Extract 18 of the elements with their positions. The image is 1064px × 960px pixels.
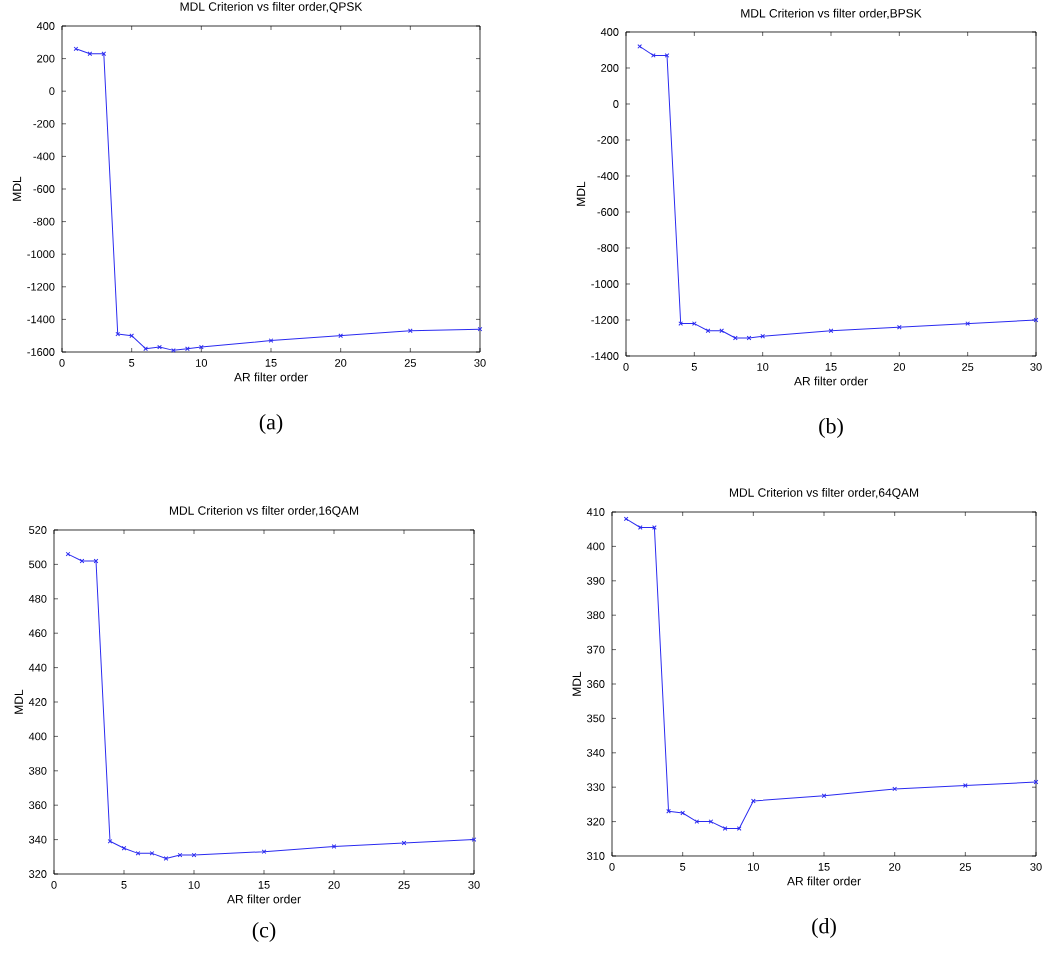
point xyxy=(760,333,766,339)
point xyxy=(680,810,686,816)
point xyxy=(101,51,107,57)
point xyxy=(107,838,113,844)
point xyxy=(87,51,93,57)
text: (b) xyxy=(819,418,843,438)
point xyxy=(129,333,135,339)
point xyxy=(892,786,898,792)
point xyxy=(338,333,344,339)
point xyxy=(121,845,127,851)
point xyxy=(115,331,121,337)
text: (d) xyxy=(812,918,836,938)
point xyxy=(828,328,834,334)
point xyxy=(719,328,725,334)
text: (a) xyxy=(259,414,283,434)
text: (c) xyxy=(252,922,276,942)
point xyxy=(821,793,827,799)
point xyxy=(705,328,711,334)
